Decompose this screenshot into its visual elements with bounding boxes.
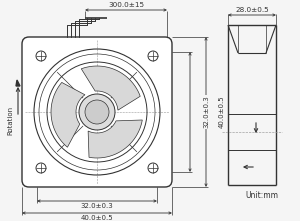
Polygon shape bbox=[81, 66, 140, 110]
Text: 28.0±0.5: 28.0±0.5 bbox=[235, 7, 269, 13]
Polygon shape bbox=[51, 82, 85, 147]
Text: 32.0±0.3: 32.0±0.3 bbox=[203, 96, 209, 128]
Text: 300.0±15: 300.0±15 bbox=[108, 2, 144, 8]
Text: 40.0±0.5: 40.0±0.5 bbox=[81, 215, 113, 221]
Polygon shape bbox=[16, 80, 20, 86]
Text: Rotation: Rotation bbox=[7, 105, 13, 135]
Circle shape bbox=[79, 94, 115, 130]
Text: 32.0±0.3: 32.0±0.3 bbox=[81, 203, 113, 209]
Text: 40.0±0.5: 40.0±0.5 bbox=[219, 96, 225, 128]
FancyBboxPatch shape bbox=[22, 37, 172, 187]
Circle shape bbox=[85, 100, 109, 124]
Polygon shape bbox=[88, 120, 142, 158]
Text: Unit:mm: Unit:mm bbox=[245, 191, 278, 200]
